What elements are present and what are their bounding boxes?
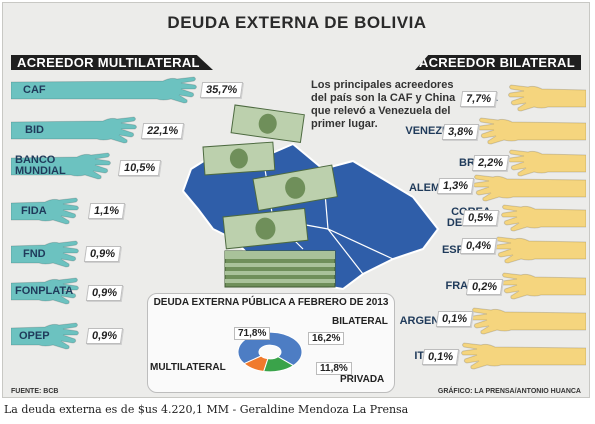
pie-slice-multilateral [237, 331, 303, 367]
hand-icon [11, 322, 79, 350]
value-label: 35,7% [199, 82, 244, 98]
hand-icon [11, 197, 79, 225]
hand-shape [11, 277, 79, 305]
donut-chart [237, 331, 303, 373]
creditor-label: BANCO MUNDIAL [15, 151, 66, 185]
hand-shape [11, 76, 197, 104]
note-text: Los principales acreedores del país son … [311, 79, 456, 130]
hand-icon [461, 342, 586, 370]
creditor-label: OPEP [19, 330, 50, 342]
creditor-label: FONPLATA [15, 285, 74, 297]
pie-value-privada: 11,8% [316, 362, 352, 375]
photo-caption: La deuda externa es de $us 4.220,1 MM - … [4, 403, 409, 416]
hand-icon [478, 117, 586, 145]
hand-icon [501, 272, 586, 300]
creditor-label-line: MUNDIAL [15, 165, 66, 177]
value-label: 0,9% [85, 328, 124, 344]
value-label: 0,2% [465, 279, 504, 295]
pie-label-bilateral: BILATERAL [332, 316, 388, 327]
banknote-icon [230, 104, 305, 144]
hand-icon [495, 236, 586, 264]
hand-icon [508, 84, 586, 112]
value-label: 0,1% [421, 349, 460, 365]
source-note: FUENTE: BCB [11, 388, 59, 395]
creditor-label: CAF [23, 84, 46, 96]
value-label: 0,5% [461, 210, 500, 226]
bilateral-header: ACREEDOR BILATERAL [415, 55, 581, 70]
credit-note: GRÁFICO: LA PRENSA/ANTONIO HUANCA [437, 388, 581, 395]
value-label: 1,1% [87, 203, 126, 219]
hand-icon [11, 76, 197, 104]
banknote-icon [222, 207, 309, 250]
hand-icon [11, 116, 137, 144]
hand-shape [508, 149, 586, 177]
hand-icon [11, 152, 111, 180]
value-label: 0,9% [83, 246, 122, 262]
hand-shape [473, 174, 586, 202]
pie-title: DEUDA EXTERNA PÚBLICA A FEBRERO DE 2013 [153, 297, 389, 308]
hand-icon [473, 174, 586, 202]
hand-shape [508, 84, 586, 112]
banknote-icon [202, 141, 276, 176]
creditor-label: FND [23, 248, 46, 260]
creditor-label: FIDA [21, 205, 47, 217]
hand-shape [11, 322, 79, 350]
hand-shape [11, 197, 79, 225]
pie-slice-privada [243, 355, 269, 372]
hand-shape [461, 342, 586, 370]
hand-shape [478, 117, 586, 145]
hand-icon [11, 240, 79, 268]
bolivia-map [181, 104, 440, 291]
creditor-label-line: BANCO [15, 154, 56, 166]
pie-label-privada: PRIVADA [340, 374, 385, 385]
hand-icon [471, 307, 586, 335]
hand-shape [501, 272, 586, 300]
creditor-label: BID [25, 124, 44, 136]
hand-icon [501, 204, 586, 232]
hand-shape [11, 116, 137, 144]
hand-icon [11, 277, 79, 305]
pie-chart-panel: DEUDA EXTERNA PÚBLICA A FEBRERO DE 2013 … [147, 293, 395, 393]
pie-value-bilateral: 16,2% [308, 332, 345, 345]
hand-shape [471, 307, 586, 335]
hand-shape [501, 204, 586, 232]
multilateral-header: ACREEDOR MULTILATERAL [11, 55, 213, 70]
value-label: 0,1% [435, 311, 474, 327]
value-label: 0,9% [85, 285, 124, 301]
hand-shape [495, 236, 586, 264]
pie-value-multilateral: 71,8% [234, 327, 271, 340]
infographic: DEUDA EXTERNA DE BOLIVIA ACREEDOR MULTIL… [2, 2, 590, 398]
value-label: 0,4% [459, 238, 498, 254]
banknote-icon [252, 164, 338, 212]
value-label: 2,2% [471, 155, 510, 171]
infographic-title: DEUDA EXTERNA DE BOLIVIA [167, 13, 427, 32]
pie-label-multilateral: MULTILATERAL [150, 362, 226, 373]
hand-icon [508, 149, 586, 177]
money-stack-icon [224, 250, 336, 288]
hand-shape [11, 240, 79, 268]
hand-shape [11, 152, 111, 180]
